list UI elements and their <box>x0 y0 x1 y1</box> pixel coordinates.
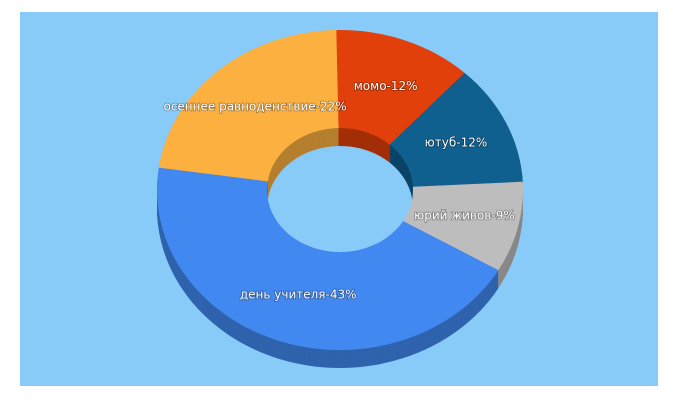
slice <box>389 72 523 187</box>
slice <box>158 30 339 182</box>
data-label: момо-12% <box>354 79 418 93</box>
data-label: осеннее равноденствие-22% <box>163 99 346 113</box>
data-label: ютуб-12% <box>425 136 488 150</box>
data-label: день учителя-43% <box>240 287 357 301</box>
slices <box>157 30 523 350</box>
labels: момо-12% ютуб-12% юрий живов-9% день учител… <box>163 78 516 302</box>
data-label: юрий живов-9% <box>414 209 515 223</box>
slice <box>157 167 499 350</box>
slice <box>403 181 523 271</box>
slice <box>336 30 465 145</box>
